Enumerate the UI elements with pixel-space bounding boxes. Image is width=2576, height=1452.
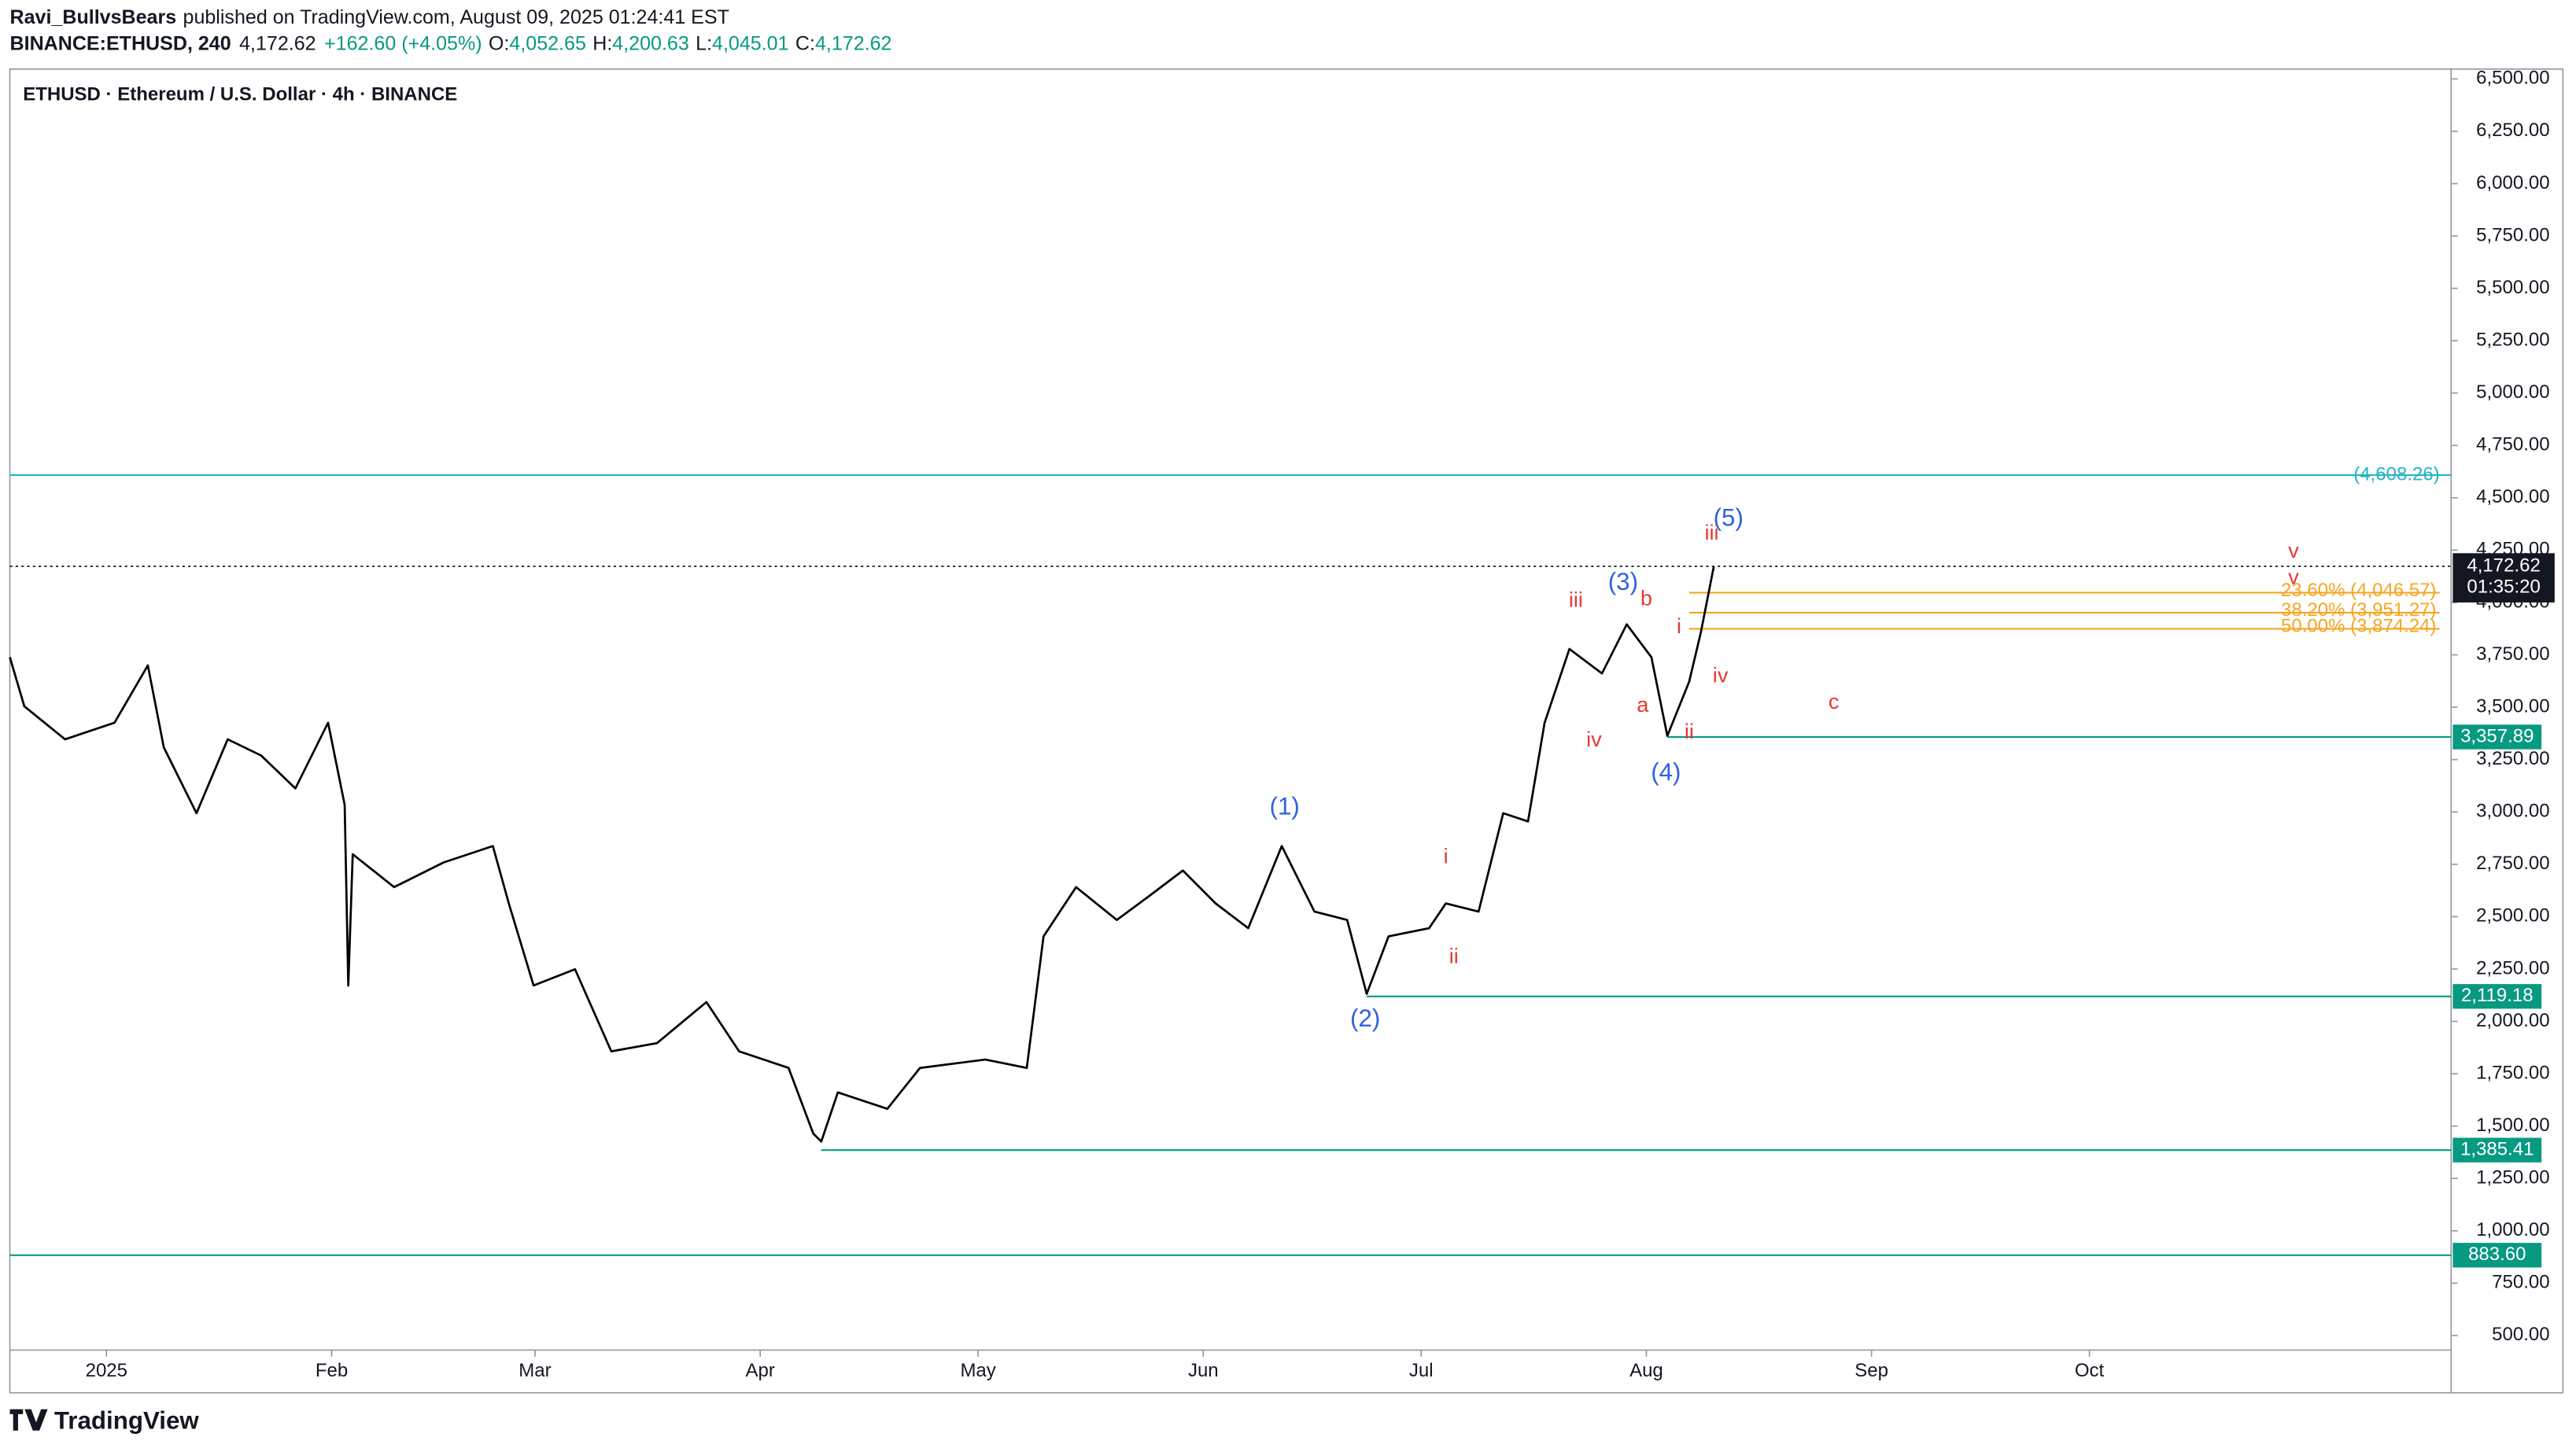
wave-label: a <box>1637 692 1649 717</box>
wave-label: i <box>1444 843 1449 868</box>
level-label: 3,357.89 <box>2460 725 2534 746</box>
x-tick-label: Mar <box>519 1360 551 1381</box>
ohlc-value: 4,045.01 <box>712 32 789 54</box>
wave-label: c <box>1829 689 1840 713</box>
y-tick-label: 1,500.00 <box>2476 1115 2549 1136</box>
frame <box>9 68 2564 1394</box>
ohlc-label: O: <box>489 32 509 54</box>
x-tick-label: Jul <box>1409 1360 1434 1381</box>
y-tick-label: 2,000.00 <box>2476 1010 2549 1031</box>
ohlc-value: 4,052.65 <box>509 32 585 54</box>
x-tick-label: Sep <box>1854 1360 1888 1381</box>
wave-label: ii <box>1449 944 1459 968</box>
y-tick-label: 6,500.00 <box>2476 68 2549 89</box>
current-price-box <box>2452 553 2555 603</box>
symbol-line: BINANCE:ETHUSD, 240 4,172.62 +162.60 (+4.0… <box>10 32 892 54</box>
logo <box>9 1409 48 1431</box>
level-box <box>2452 984 2542 1009</box>
chart-title: ETHUSD · Ethereum / U.S. Dollar · 4h · B… <box>23 84 457 105</box>
wave-label: ii <box>1685 719 1694 743</box>
fib-label: 23.60% (4,046.57) <box>2281 580 2436 601</box>
x-tick-label: 2025 <box>86 1360 127 1381</box>
level-label: 2,119.18 <box>2461 985 2534 1006</box>
level-label: 883.60 <box>2468 1244 2526 1265</box>
wave-label: (3) <box>1608 568 1638 595</box>
ohlc-value: 4,200.63 <box>612 32 689 54</box>
y-tick-label: 750.00 <box>2492 1272 2549 1293</box>
wave-label: (1) <box>1270 793 1300 820</box>
wave-label: iv <box>1713 663 1729 687</box>
brand: TradingView <box>54 1407 200 1435</box>
x-tick-label: Oct <box>2075 1360 2105 1381</box>
wave-label: b <box>1640 585 1652 610</box>
y-tick-label: 5,000.00 <box>2476 381 2549 403</box>
wave-label: v <box>2288 538 2299 562</box>
y-tick-label: 2,250.00 <box>2476 957 2549 978</box>
x-tick-label: May <box>960 1360 995 1381</box>
y-tick-label: 1,750.00 <box>2476 1062 2549 1083</box>
wave-label: (4) <box>1651 758 1681 786</box>
level-box <box>2452 1243 2542 1268</box>
wave-label: (5) <box>1714 503 1744 531</box>
y-tick-label: 4,500.00 <box>2476 486 2549 507</box>
ohlc-value: 4,172.62 <box>815 32 892 54</box>
level-label: 1,385.41 <box>2460 1139 2534 1160</box>
current-price-label: 4,172.62 <box>2467 555 2540 576</box>
ohlc-label: H: <box>592 32 612 54</box>
y-tick-label: 6,000.00 <box>2476 172 2549 193</box>
symbol: BINANCE:ETHUSD, 240 <box>10 32 231 54</box>
ohlc-label: C: <box>795 32 815 54</box>
x-tick-label: Jun <box>1188 1360 1219 1381</box>
level-label: (4,608.26) <box>2353 463 2439 485</box>
y-tick-label: 5,250.00 <box>2476 329 2549 350</box>
y-tick-label: 2,500.00 <box>2476 905 2549 927</box>
y-tick-label: 3,250.00 <box>2476 748 2549 769</box>
y-tick-label: 3,000.00 <box>2476 801 2549 822</box>
countdown: 01:35:20 <box>2467 577 2540 598</box>
price-line <box>9 566 1715 1143</box>
level-box <box>2452 1137 2542 1163</box>
y-tick-label: 5,500.00 <box>2476 277 2549 298</box>
y-tick-label: 3,500.00 <box>2476 695 2549 717</box>
x-tick-label: Apr <box>745 1360 774 1381</box>
y-tick-label: 2,750.00 <box>2476 853 2549 874</box>
y-tick-label: 4,750.00 <box>2476 434 2549 455</box>
y-tick-label: 1,000.00 <box>2476 1219 2549 1240</box>
x-tick-label: Feb <box>316 1360 348 1381</box>
level-box <box>2452 724 2542 750</box>
wave-label: (2) <box>1350 1004 1380 1032</box>
wave-label: iii <box>1704 520 1718 544</box>
fib-label: 50.00% (3,874.24) <box>2281 616 2436 637</box>
ohlc-label: L: <box>696 32 712 54</box>
wave-label: iv <box>1586 727 1602 751</box>
author: Ravi_BullvsBears <box>10 6 177 28</box>
y-tick-label: 5,750.00 <box>2476 224 2549 245</box>
y-tick-label: 500.00 <box>2492 1324 2549 1345</box>
y-tick-label: 3,750.00 <box>2476 643 2549 665</box>
wave-label: iii <box>1569 588 1583 612</box>
header-line: Ravi_BullvsBears published on TradingView… <box>10 6 729 28</box>
wave-label: i <box>1677 614 1681 638</box>
wave-label: v <box>2288 564 2299 588</box>
change: +162.60 (+4.05%) <box>324 32 482 54</box>
published: published on TradingView.com, August 09,… <box>183 6 729 28</box>
x-tick-label: Aug <box>1629 1360 1663 1381</box>
fib-label: 38.20% (3,951.27) <box>2281 599 2436 621</box>
last: 4,172.62 <box>239 32 316 54</box>
y-tick-label: 1,250.00 <box>2476 1167 2549 1189</box>
y-tick-label: 6,250.00 <box>2476 120 2549 141</box>
